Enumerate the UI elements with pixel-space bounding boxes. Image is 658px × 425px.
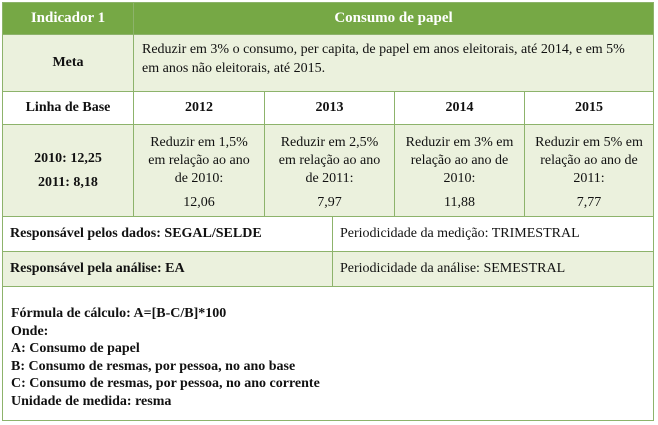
formula-line: Fórmula de cálculo: A=[B-C/B]*100 (11, 306, 227, 321)
meta-label: Meta (3, 35, 134, 92)
meta-text: Reduzir em 3% o consumo, per capita, de … (134, 35, 653, 92)
indicator-title: Consumo de papel (134, 3, 653, 35)
baseline-value-2010: 2010: 12,25 (34, 150, 102, 166)
target-2013-text: Reduzir em 2,5% em relação ao ano de 201… (278, 135, 381, 186)
baseline-values: 2010: 12,25 2011: 8,18 (3, 125, 134, 217)
target-2012-value: 12,06 (183, 195, 215, 210)
year-2014: 2014 (395, 92, 525, 125)
baseline-value-2011: 2011: 8,18 (38, 174, 98, 190)
formula-def-a: A: Consumo de papel (11, 341, 140, 356)
baseline-label: Linha de Base (3, 92, 134, 125)
indicator-table: Indicador 1 Consumo de papel Meta Reduzi… (2, 2, 654, 421)
formula-def-c: C: Consumo de resmas, por pessoa, no ano… (11, 376, 320, 391)
target-2014: Reduzir em 3% em relação ao ano de 2010:… (395, 125, 525, 217)
target-2015-text: Reduzir em 5% em relação ao ano de 2011: (535, 135, 643, 186)
data-periodicity: Periodicidade da medição: TRIMESTRAL (333, 217, 653, 252)
formula-unit: Unidade de medida: resma (11, 393, 172, 409)
data-responsible: Responsável pelos dados: SEGAL/SELDE (3, 217, 333, 252)
target-2012: Reduzir em 1,5% em relação ao ano de 201… (134, 125, 265, 217)
target-2013-value: 7,97 (317, 195, 342, 210)
target-2015: Reduzir em 5% em relação ao ano de 2011:… (525, 125, 653, 217)
formula-block: Fórmula de cálculo: A=[B-C/B]*100 Onde: … (3, 287, 653, 420)
target-2014-text: Reduzir em 3% em relação ao ano de 2010: (405, 135, 514, 186)
target-2014-value: 11,88 (444, 195, 475, 210)
analysis-periodicity: Periodicidade da análise: SEMESTRAL (333, 252, 653, 287)
target-2012-text: Reduzir em 1,5% em relação ao ano de 201… (148, 135, 250, 186)
analysis-responsible: Responsável pela análise: EA (3, 252, 333, 287)
indicator-label: Indicador 1 (3, 3, 134, 35)
year-2013: 2013 (265, 92, 395, 125)
target-2015-value: 7,77 (576, 195, 602, 210)
formula-def-b: B: Consumo de resmas, por pessoa, no ano… (11, 358, 296, 374)
year-2012: 2012 (134, 92, 265, 125)
year-2015: 2015 (525, 92, 653, 125)
formula-where: Onde: (11, 323, 49, 339)
target-2013: Reduzir em 2,5% em relação ao ano de 201… (265, 125, 395, 217)
